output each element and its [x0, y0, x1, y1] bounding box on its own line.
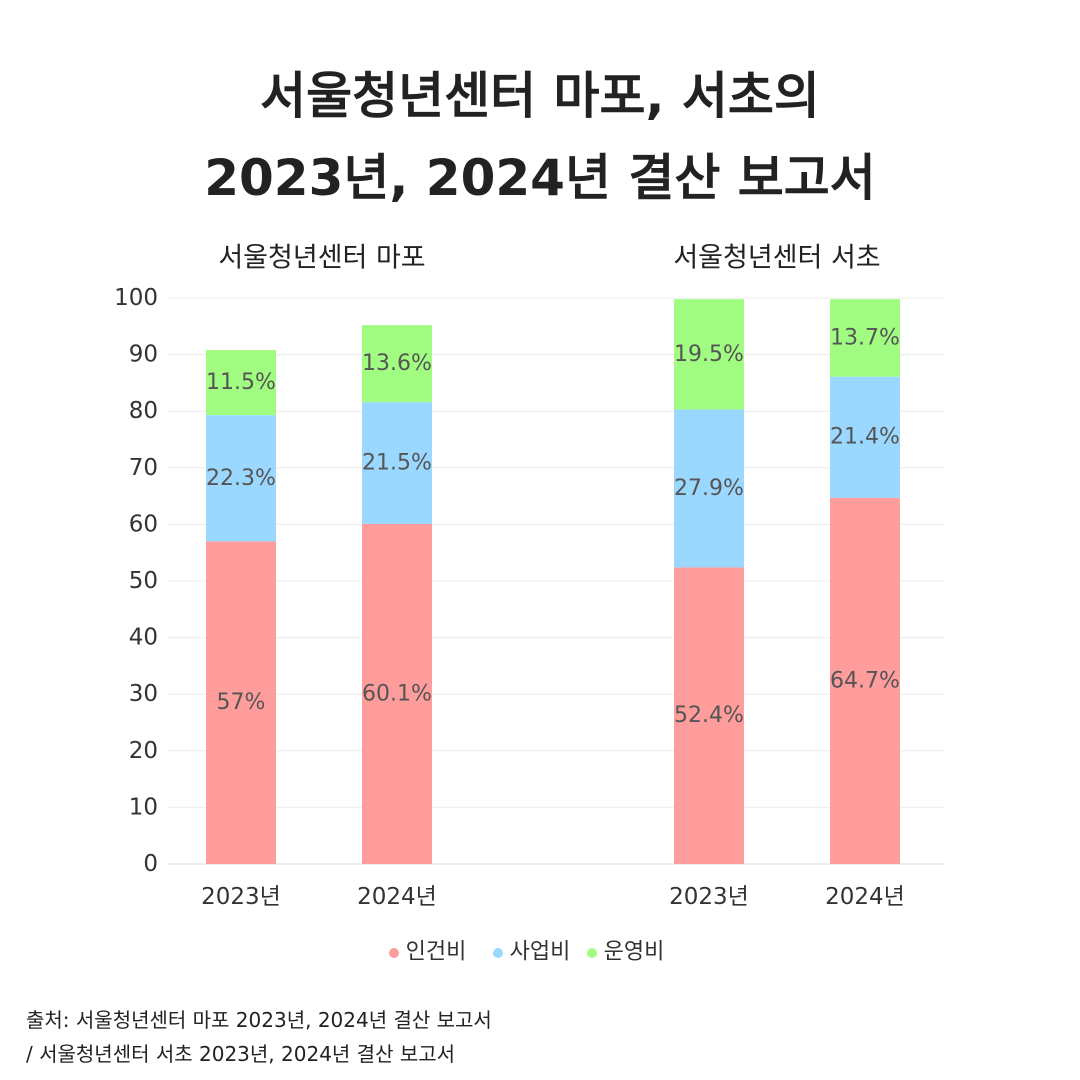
legend-label: 사업비 — [510, 940, 571, 965]
y-tick-label: 100 — [114, 285, 158, 311]
x-tick-label: 2024년 — [825, 884, 905, 910]
bar-segment — [674, 567, 744, 864]
data-label: 57% — [217, 690, 266, 715]
source-note-line1: 출처: 서울청년센터 마포 2023년, 2024년 결산 보고서 — [26, 1008, 492, 1032]
data-label: 13.7% — [830, 325, 900, 350]
data-label: 13.6% — [362, 351, 432, 376]
legend-marker — [493, 948, 503, 958]
data-label: 19.5% — [674, 342, 744, 367]
data-label: 22.3% — [206, 466, 276, 491]
legend-marker — [587, 948, 597, 958]
y-tick-label: 50 — [129, 568, 158, 594]
y-tick-label: 30 — [129, 681, 158, 707]
group-title: 서울청년센터 서초 — [673, 243, 880, 274]
bar-segment — [830, 376, 900, 498]
data-label: 60.1% — [362, 681, 432, 706]
y-tick-label: 20 — [129, 738, 158, 764]
bar-segment — [206, 541, 276, 864]
data-label: 27.9% — [674, 476, 744, 501]
x-tick-label: 2023년 — [669, 884, 749, 910]
legend-label: 운영비 — [604, 940, 665, 965]
data-label: 64.7% — [830, 668, 900, 693]
y-tick-label: 70 — [129, 455, 158, 481]
bar-segment — [206, 350, 276, 416]
data-label: 21.5% — [362, 450, 432, 475]
y-tick-label: 90 — [129, 342, 158, 368]
bar-segment — [362, 402, 432, 524]
y-tick-label: 60 — [129, 511, 158, 537]
chart-title-line2: 2023년, 2024년 결산 보고서 — [204, 149, 876, 207]
bar-segment — [830, 299, 900, 377]
bar-segment — [674, 299, 744, 410]
chart-title-line1: 서울청년센터 마포, 서초의 — [260, 67, 820, 125]
bar-segment — [362, 523, 432, 864]
bar-segment — [362, 325, 432, 403]
y-tick-label: 0 — [143, 851, 158, 877]
bar-segment — [674, 409, 744, 568]
legend-label: 인건비 — [406, 940, 467, 965]
y-tick-label: 80 — [129, 398, 158, 424]
source-note-line2: / 서울청년센터 서초 2023년, 2024년 결산 보고서 — [26, 1042, 456, 1066]
bar-segment — [206, 415, 276, 542]
x-tick-label: 2023년 — [201, 884, 281, 910]
y-tick-label: 40 — [129, 625, 158, 651]
bar-segment — [830, 497, 900, 864]
data-label: 52.4% — [674, 703, 744, 728]
group-title: 서울청년센터 마포 — [218, 243, 425, 274]
y-tick-label: 10 — [129, 794, 158, 820]
legend-marker — [389, 948, 399, 958]
x-tick-label: 2024년 — [357, 884, 437, 910]
data-label: 11.5% — [206, 370, 276, 395]
data-label: 21.4% — [830, 425, 900, 450]
